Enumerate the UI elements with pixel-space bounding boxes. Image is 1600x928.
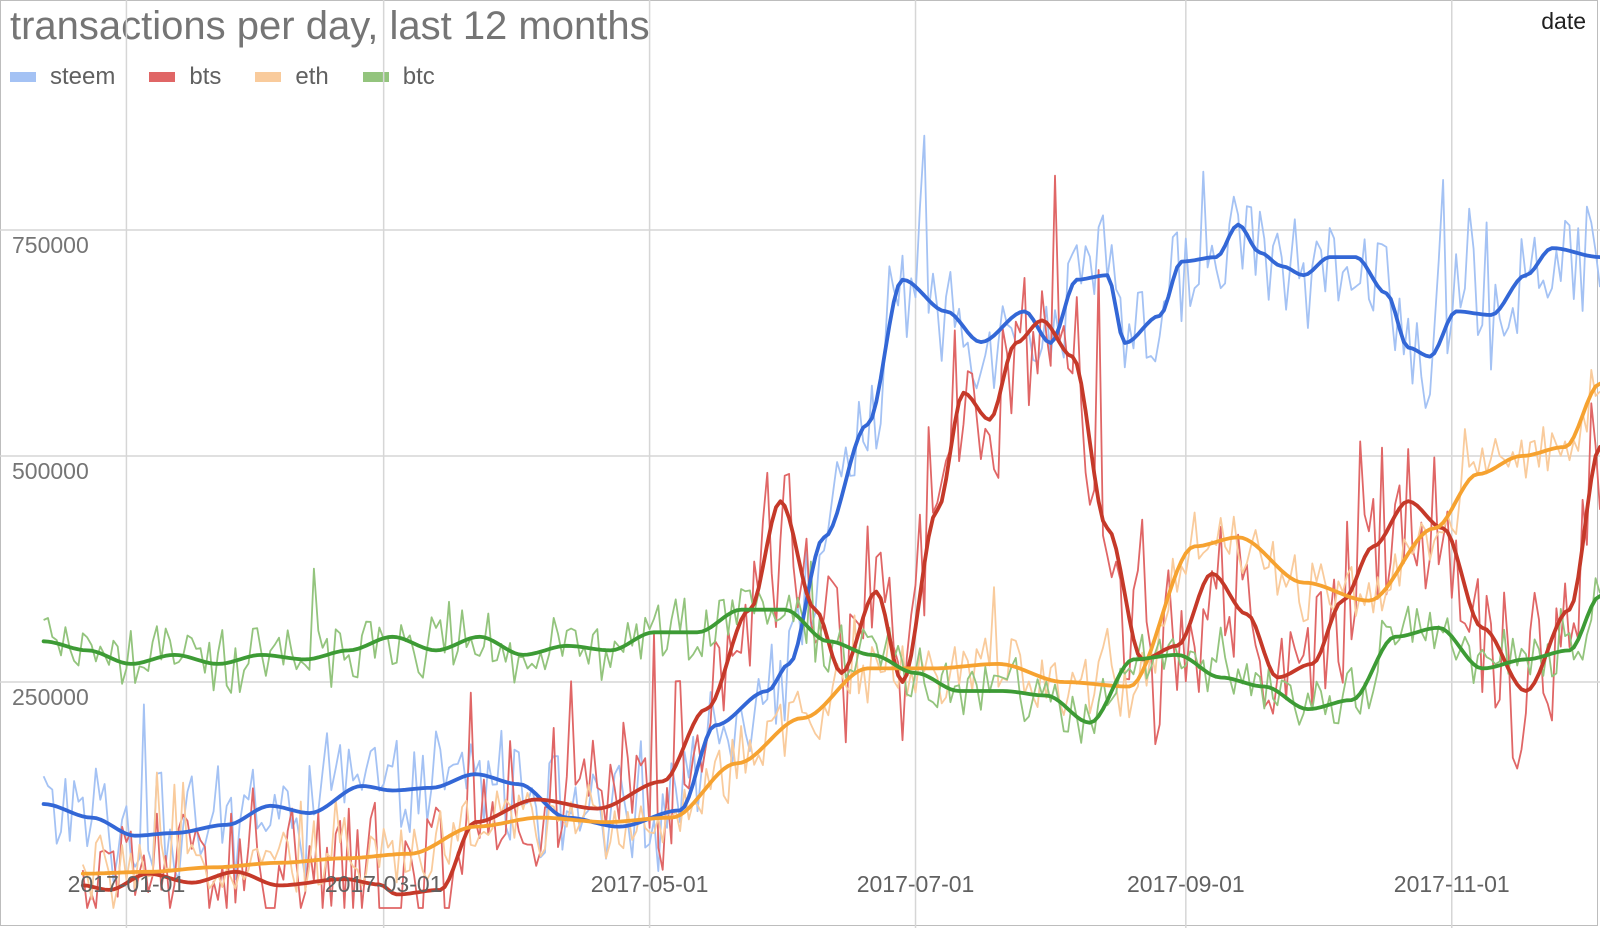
legend-swatch-btc <box>362 72 389 82</box>
axis-ticks: 250000 500000 750000 2017-01-01 2017-03-01 20… <box>12 232 1510 897</box>
x-tick-label: 2017-09-01 <box>1127 871 1245 897</box>
x-tick-label: 2017-03-01 <box>325 871 443 897</box>
series-line-btc <box>41 594 1600 725</box>
series-line-raw-btc <box>43 560 1600 744</box>
legend-item-eth[interactable]: eth <box>255 63 329 91</box>
x-tick-label: 2017-11-01 <box>1394 871 1510 897</box>
smoothed-series-lines <box>41 222 1600 897</box>
legend-swatch-bts <box>149 72 176 82</box>
series-line-steem <box>41 222 1600 838</box>
legend-label-btc: btc <box>402 63 435 90</box>
legend-swatch-steem <box>10 72 36 82</box>
y-tick-label: 500000 <box>12 458 89 484</box>
y-tick-label: 750000 <box>12 232 89 258</box>
legend-label-steem: steem <box>50 63 116 90</box>
x-tick-label: 2017-05-01 <box>591 871 709 897</box>
y-tick-label: 250000 <box>12 684 89 710</box>
chart-legend: steem bts eth btc <box>10 62 469 92</box>
legend-label-bts: bts <box>189 63 222 90</box>
series-line-raw-steem <box>42 134 1600 882</box>
series-line-raw-bts <box>81 174 1600 909</box>
x-axis-field-label: date <box>1541 8 1586 34</box>
x-tick-label: 2017-01-01 <box>68 871 186 897</box>
legend-swatch-eth <box>255 72 282 82</box>
raw-series-lines <box>42 134 1600 909</box>
legend-item-steem[interactable]: steem <box>10 63 115 91</box>
series-line-eth <box>80 381 1600 876</box>
legend-label-eth: eth <box>295 63 329 90</box>
legend-item-bts[interactable]: bts <box>149 63 221 91</box>
chart-title: transactions per day, last 12 months <box>10 4 650 48</box>
x-tick-label: 2017-07-01 <box>857 871 975 897</box>
legend-item-btc[interactable]: btc <box>362 63 435 91</box>
